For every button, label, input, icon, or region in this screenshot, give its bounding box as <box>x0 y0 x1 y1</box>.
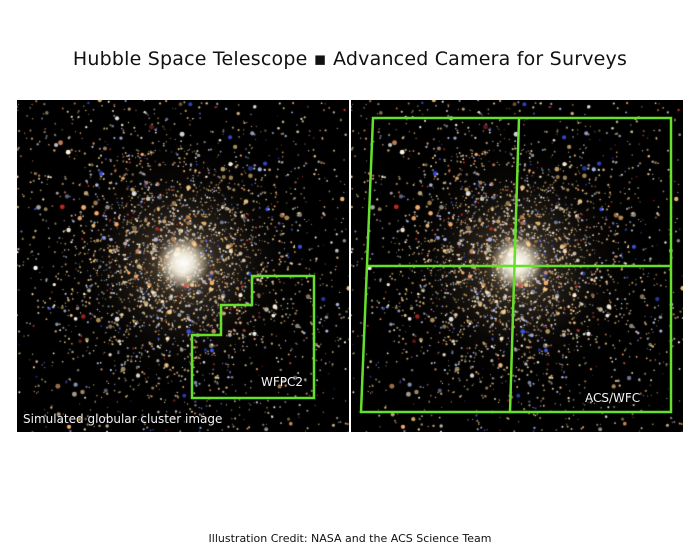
wfpc2-cluster-panel: WFPC2 Simulated globular cluster image <box>17 100 349 432</box>
acs-wfc-outer-outline <box>359 116 673 414</box>
wfpc2-footprint-overlay <box>190 274 316 400</box>
globular-cluster-image <box>17 100 349 432</box>
acs-wfc-label: ACS/WFC <box>585 391 641 405</box>
simulated-image-caption: Simulated globular cluster image <box>23 412 223 426</box>
acs-wfc-cluster-panel: ACS/WFC <box>351 100 683 432</box>
wfpc2-label: WFPC2 <box>261 375 304 389</box>
acs-wfc-footprint-overlay <box>359 116 673 414</box>
figure-title: Hubble Space Telescope ▪ Advanced Camera… <box>72 48 628 70</box>
wfpc2-footprint-outline <box>190 274 316 400</box>
illustration-credit: Illustration Credit: NASA and the ACS Sc… <box>208 532 492 545</box>
